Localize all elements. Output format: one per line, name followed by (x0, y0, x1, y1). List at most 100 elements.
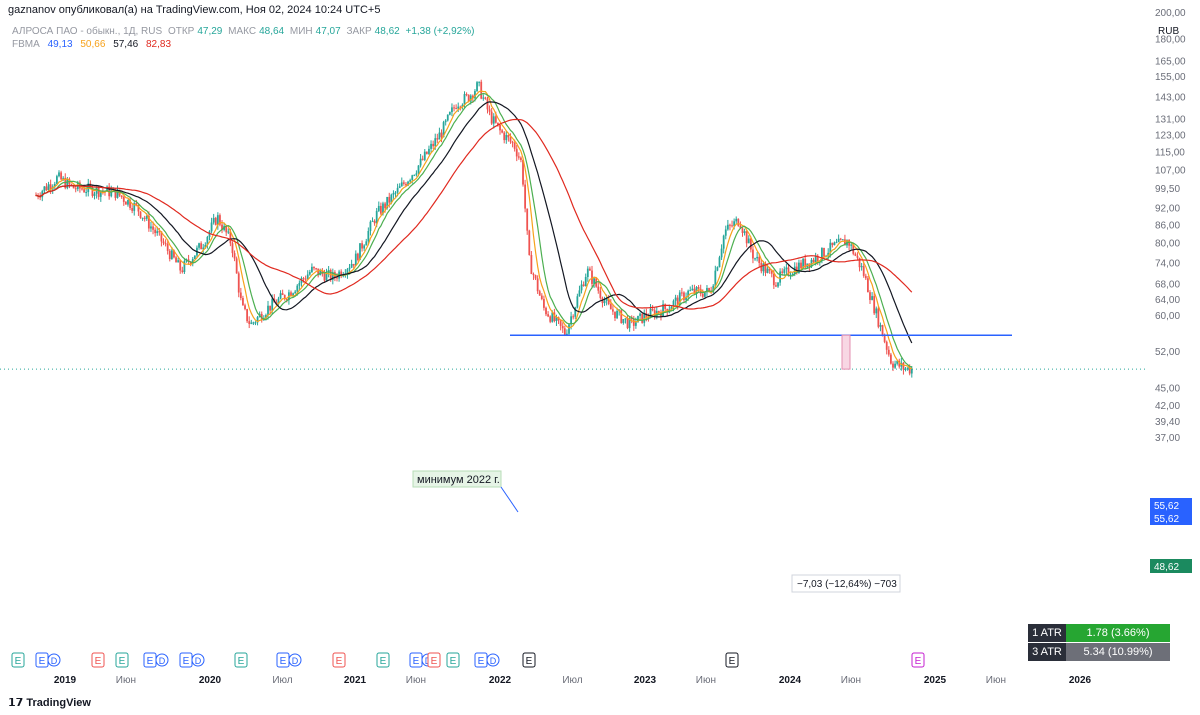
atr-row-2: 3 ATR 5.34 (10.99%) (1028, 643, 1170, 661)
candle-body (45, 186, 48, 191)
currency-label[interactable]: RUB (1158, 26, 1180, 37)
x-tick-label: Июн (406, 675, 426, 686)
candle-body (745, 231, 748, 244)
candle-body (720, 248, 723, 258)
candle-body (827, 252, 830, 256)
candle-body (304, 278, 307, 280)
candle-body (417, 165, 420, 174)
candle-body (423, 151, 426, 160)
candle-body (382, 203, 384, 214)
candle-body (369, 221, 372, 231)
high-label: МАКС (228, 26, 257, 37)
candle-body (453, 107, 455, 109)
candle-body (816, 255, 819, 262)
candle-body (616, 310, 618, 319)
candle-body (189, 262, 192, 264)
event-marker (234, 652, 248, 668)
publish-header: gaznanov опубликовал(а) на TradingView.c… (8, 4, 381, 16)
candle-body (844, 239, 846, 246)
candle-body (582, 284, 585, 287)
candle-body (97, 187, 100, 197)
candle-body (162, 241, 165, 244)
x-tick-label: 2026 (1069, 675, 1092, 686)
candle-body (457, 106, 460, 109)
candle-body (164, 243, 167, 245)
candle-body (141, 217, 144, 219)
candle-body (869, 292, 871, 300)
atr-label-2: 3 ATR (1028, 643, 1066, 661)
y-tick-label: 155,00 (1155, 72, 1186, 83)
y-tick-label: 52,00 (1155, 347, 1180, 358)
x-tick-label: 2022 (489, 675, 512, 686)
candle-body (145, 215, 148, 219)
price-tag-level-b-text: 55,62 (1154, 514, 1179, 525)
candle-body (250, 322, 253, 324)
ma-value-4: 82,83 (146, 39, 172, 50)
candle-body (781, 271, 784, 273)
candle-body (292, 293, 294, 297)
candle-body (229, 231, 232, 244)
price-tag-level-b: 55,62 (1150, 511, 1192, 525)
dividend-marker (191, 653, 205, 667)
candle-body (641, 313, 644, 323)
candle-body (298, 282, 301, 286)
candle-body (124, 201, 127, 205)
candle-body (455, 107, 458, 109)
candle-body (747, 238, 750, 244)
candle-body (662, 304, 664, 317)
candle-body (497, 122, 499, 125)
atr-label-1: 1 ATR (1028, 624, 1066, 642)
candle-body (484, 97, 487, 99)
candle-body (714, 270, 717, 286)
event-markers: EEDEEEDEDEEDEEEDEEEDEEE (11, 652, 925, 668)
candle-body (528, 230, 531, 256)
candle-body (158, 231, 161, 233)
candle-body (760, 262, 763, 272)
x-tick-label: 2020 (199, 675, 222, 686)
candle-body (729, 224, 731, 226)
atr-value-2: 5.34 (10.99%) (1066, 643, 1170, 661)
ma-value-2: 50,66 (80, 39, 106, 50)
candle-body (743, 231, 746, 233)
event-marker-label: E (280, 656, 287, 667)
candle-body (398, 186, 401, 188)
candle-body (509, 137, 512, 142)
event-marker (427, 652, 441, 668)
candle-body (812, 259, 815, 263)
candle-body (768, 268, 771, 271)
candle-body (432, 143, 435, 147)
candle-body (634, 322, 637, 326)
event-marker (522, 652, 536, 668)
candle-body (331, 272, 334, 280)
event-marker (376, 652, 390, 668)
annotation-min-2022: минимум 2022 г. (412, 470, 519, 513)
candle-body (689, 290, 692, 292)
candle-body (731, 225, 733, 227)
candle-body (894, 363, 896, 368)
candle-body (540, 295, 543, 300)
candle-body (120, 195, 123, 198)
candle-body (511, 141, 514, 144)
y-tick-label: 74,00 (1155, 258, 1180, 269)
candle-body (150, 226, 152, 229)
candle-body (267, 305, 269, 316)
price-tag-level-a-text: 55,62 (1154, 501, 1179, 512)
candle-body (752, 249, 754, 259)
candle-body (181, 270, 184, 273)
candle-body (603, 300, 606, 304)
price-tag-last-text: 48,62 (1154, 562, 1179, 573)
annotation-box (412, 470, 502, 488)
candle-body (691, 288, 694, 291)
candle-body (252, 322, 255, 324)
candle-body (860, 266, 863, 268)
candle-body (887, 349, 890, 355)
ma-line-fast (35, 90, 912, 370)
tradingview-logo: 𝟭𝟳 TradingView (8, 696, 91, 709)
event-marker (725, 652, 739, 668)
event-marker-label: E (336, 656, 343, 667)
candle-body (127, 199, 129, 205)
y-tick-label: 200,00 (1155, 8, 1186, 19)
candle-body (839, 238, 842, 240)
candle-body (85, 192, 88, 194)
